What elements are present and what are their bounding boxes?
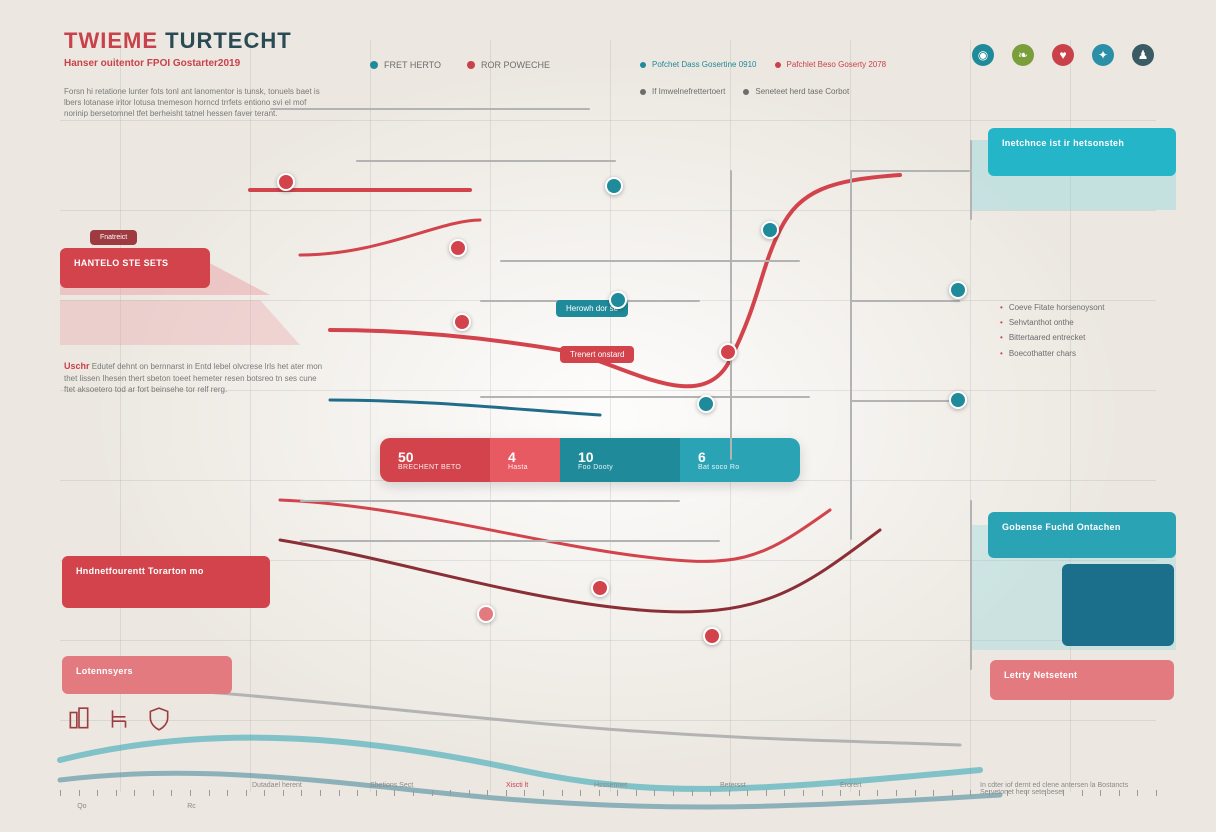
leaf-icon: ❧ [1012, 44, 1034, 66]
flow-marker [949, 391, 967, 409]
background-grid [0, 0, 1216, 832]
flow-marker [277, 173, 295, 191]
canvas: TWIEME TURTECHT Hanser ouitentor FPOI Go… [0, 0, 1216, 832]
pill-segment: 6Bat soco Ro [680, 438, 800, 482]
page-title: TWIEME TURTECHT [64, 28, 292, 54]
intro-blurb-2: Uschr Edutef dehnt on bernnarst in Entd … [64, 360, 324, 395]
connector-h [850, 400, 960, 402]
legend-notes: Pofchet Dass Gosertine 0910 Pafchlet Beso… [640, 60, 980, 96]
flow-marker [703, 627, 721, 645]
globe-icon: ◉ [972, 44, 994, 66]
flow-marker [453, 313, 471, 331]
list-item: Bittertaared entrecket [1000, 330, 1104, 345]
pill-segment: 10Foo Dooty [560, 438, 680, 482]
panel-right-teal-2: Gobense Fuchd Ontachen [988, 512, 1176, 558]
legend-top: FRET HERTO ROR POWECHE [370, 60, 550, 70]
flow-marker [697, 395, 715, 413]
footer-caption: Xiscti lt [506, 782, 528, 789]
title-part-b: TURTECHT [165, 28, 292, 53]
flow-marker [609, 291, 627, 309]
panel-right-teal-1: Inetchnce ist ir hetsonsteh [988, 128, 1176, 176]
tag-label: Trenert onstard [560, 346, 634, 363]
icon-cluster-top: ◉ ❧ ♥ ✦ ♟ [972, 44, 1154, 66]
central-metric-bar: 50BRECHENT BETO4Hasta10Foo Dooty6Bat soc… [380, 438, 800, 482]
flow-marker [591, 579, 609, 597]
flow-lines [0, 0, 1216, 832]
connector-v [970, 500, 972, 670]
footer-caption: In cdter iof dernt ed clene antersen la … [980, 782, 1160, 796]
connector-h [850, 170, 970, 172]
intro-blurb-1: Forsn hi retatione lunter fots tonl ant … [64, 86, 324, 120]
panel-right-blue [1062, 564, 1174, 646]
flow-marker [605, 177, 623, 195]
legend-note: Pafchlet Beso Goserty 2078 [775, 60, 887, 69]
flow-marker [449, 239, 467, 257]
legend-item: ROR POWECHE [467, 60, 550, 70]
footer-caption: Betersst [720, 782, 746, 789]
building-icon [66, 706, 92, 732]
legend-note: Seneteet herd tase Corbot [743, 87, 849, 96]
panel-left-red-3: Lotennsyers [62, 656, 232, 694]
list-item: Coeve Fitate horsenoysont [1000, 300, 1104, 315]
connector-h [480, 396, 810, 398]
connector-v [730, 170, 732, 460]
legend-note: Pofchet Dass Gosertine 0910 [640, 60, 757, 69]
footer-caption: Hsssennet [594, 782, 627, 789]
connector-h [300, 500, 680, 502]
panel-left-red-2: Hndnetfourentt Torarton mo [62, 556, 270, 608]
flow-marker [949, 281, 967, 299]
flow-marker [761, 221, 779, 239]
chair-icon [106, 706, 132, 732]
list-item: Boecothatter chars [1000, 346, 1104, 361]
connector-h [850, 300, 960, 302]
pill-segment: 50BRECHENT BETO [380, 438, 490, 482]
footer-caption: Dutadael herent [252, 782, 302, 789]
connector-v [970, 140, 972, 220]
ruler-label: Qo [77, 803, 86, 810]
drop-icon: ✦ [1092, 44, 1114, 66]
person-icon: ♟ [1132, 44, 1154, 66]
right-bullet-list: Coeve Fitate horsenoysontSehvtanthot ont… [1000, 300, 1104, 361]
flow-marker [477, 605, 495, 623]
panel-left-red-1: HANTELO STE SETS [60, 248, 210, 288]
connector-h [500, 260, 800, 262]
bottom-left-icons [66, 706, 172, 732]
connector-h [356, 160, 616, 162]
list-item: Sehvtanthot onthe [1000, 315, 1104, 330]
connector-h [300, 540, 720, 542]
connector-v [850, 170, 852, 540]
tag-label: Fnatreict [90, 230, 137, 245]
title-part-a: TWIEME [64, 28, 158, 53]
footer-caption: Erorert [840, 782, 861, 789]
legend-item: FRET HERTO [370, 60, 441, 70]
shield-icon [146, 706, 172, 732]
panel-right-red: Letrty Netsetent [990, 660, 1174, 700]
flow-marker [719, 343, 737, 361]
heart-icon: ♥ [1052, 44, 1074, 66]
connector-h [270, 108, 590, 110]
page-subtitle: Hanser ouitentor FPOI Gostarter2019 [64, 58, 240, 69]
footer-caption: Shetions Sect [370, 782, 413, 789]
blurb2-body: Edutef dehnt on bernnarst in Entd lebel … [64, 362, 322, 394]
legend-note: If Imwelnefrettertoert [640, 87, 725, 96]
blurb2-title: Uschr [64, 361, 90, 371]
pill-segment: 4Hasta [490, 438, 560, 482]
ruler-label: Rc [187, 803, 196, 810]
